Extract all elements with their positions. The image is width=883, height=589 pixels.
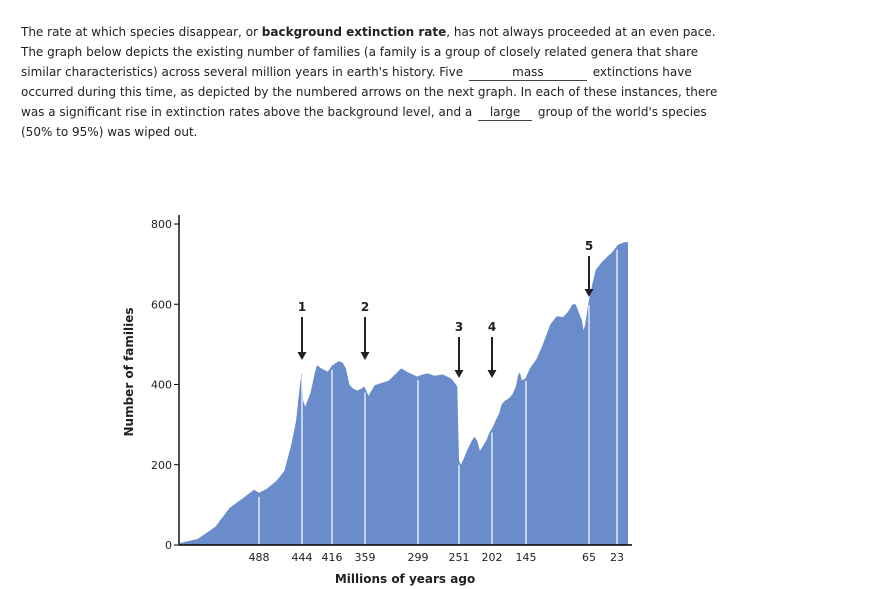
x-tick-label: 202 — [482, 551, 503, 564]
arrow-head — [297, 352, 307, 360]
blank-large[interactable]: large — [478, 105, 533, 121]
extinction-arrow-3: 3 — [454, 320, 464, 378]
y-tick-label: 200 — [151, 459, 172, 472]
extinction-arrow-2: 2 — [360, 300, 370, 360]
passage-s4: group of the world's species (50% to 95%… — [21, 105, 707, 139]
arrow-head — [360, 352, 370, 360]
arrow-head — [487, 370, 497, 378]
x-tick-label: 251 — [449, 551, 470, 564]
passage-bold-term: background extinction rate — [261, 25, 447, 39]
x-axis-title: Millions of years ago — [335, 572, 475, 586]
x-tick-label: 359 — [355, 551, 376, 564]
y-ticks: 0 200 400 600 800 — [151, 218, 179, 552]
x-tick-label: 23 — [610, 551, 624, 564]
x-tick-label: 145 — [516, 551, 537, 564]
plot-area — [180, 242, 628, 545]
extinction-label: 4 — [488, 320, 496, 334]
families-area — [180, 242, 628, 545]
arrow-head — [454, 370, 464, 378]
x-ticks: 488 444 416 359 299 251 202 145 65 23 — [249, 551, 625, 564]
x-tick-label: 416 — [322, 551, 343, 564]
passage-s3: extinctions have occurred during this ti… — [21, 65, 718, 119]
passage-s2: , has not always proceeded at an even pa… — [21, 25, 716, 79]
y-tick-label: 600 — [151, 298, 172, 311]
extinction-label: 3 — [455, 320, 463, 334]
extinction-label: 2 — [361, 300, 369, 314]
passage-text: The rate at which species disappear, or … — [21, 22, 741, 142]
x-tick-label: 444 — [292, 551, 313, 564]
x-tick-label: 299 — [408, 551, 429, 564]
y-axis-title: Number of families — [122, 308, 136, 437]
extinction-label: 1 — [298, 300, 306, 314]
x-tick-label: 65 — [582, 551, 596, 564]
x-tick-label: 488 — [249, 551, 270, 564]
extinction-arrow-1: 1 — [297, 300, 307, 360]
blank-mass[interactable]: mass — [468, 65, 587, 81]
extinction-arrows: 1 2 3 4 5 — [297, 239, 594, 378]
extinction-arrow-5: 5 — [584, 239, 594, 297]
arrow-head — [584, 289, 594, 297]
extinction-arrow-4: 4 — [487, 320, 497, 378]
y-tick-label: 400 — [151, 379, 172, 392]
question-passage: The rate at which species disappear, or … — [21, 22, 741, 142]
extinction-label: 5 — [585, 239, 593, 253]
y-tick-label: 800 — [151, 218, 172, 231]
y-tick-label: 0 — [165, 539, 172, 552]
passage-s1: The rate at which species disappear, or — [21, 25, 262, 39]
